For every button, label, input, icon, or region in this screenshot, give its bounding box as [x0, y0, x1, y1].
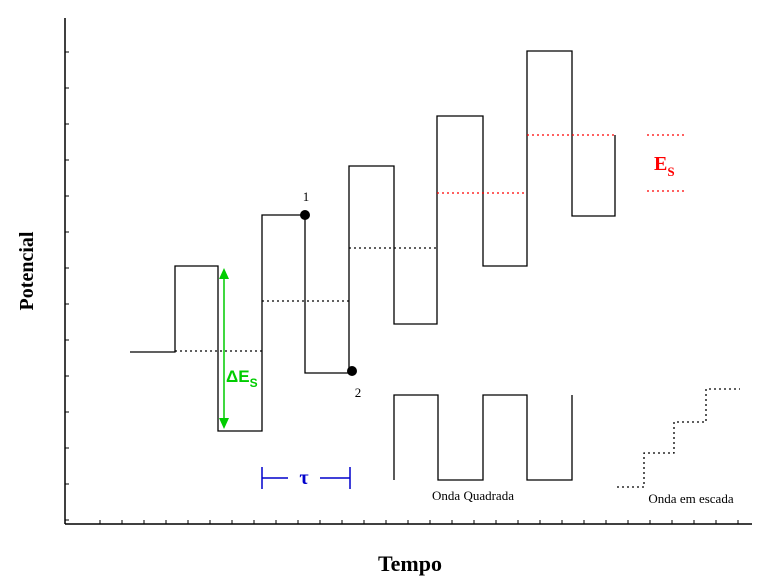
y-axis-ticks [65, 51, 69, 521]
sample-point-1 [300, 210, 310, 220]
delta-es-label: ΔES [226, 367, 258, 390]
tau-label: τ [299, 467, 308, 489]
tau-bracket [261, 467, 351, 489]
staircase-levels [175, 247, 437, 352]
staircase-levels-red [437, 134, 687, 194]
point-1-label: 1 [303, 189, 310, 204]
axes [64, 18, 752, 525]
square-wave-inset [393, 394, 573, 481]
square-wave-label: Onda Quadrada [432, 488, 514, 503]
sample-point-2 [347, 366, 357, 376]
point-2-label: 2 [355, 385, 362, 400]
y-axis-label: Potencial [16, 231, 38, 310]
x-axis-ticks [99, 520, 739, 524]
delta-es-arrow [219, 268, 229, 429]
staircase-wave-inset [617, 388, 740, 488]
staircase-wave-label: Onda em escada [648, 491, 733, 506]
es-label: ES [654, 153, 675, 179]
x-axis-label: Tempo [378, 551, 442, 576]
square-wave-on-staircase [130, 50, 616, 432]
